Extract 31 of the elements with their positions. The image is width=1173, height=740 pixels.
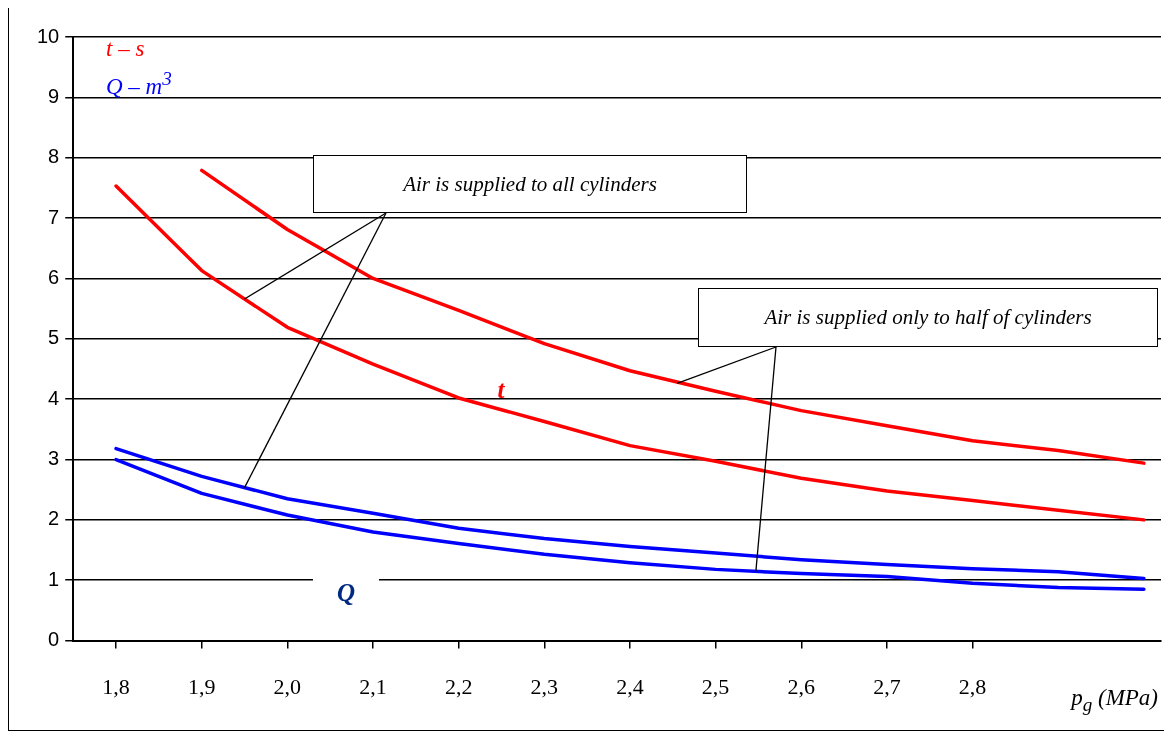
- y-tick-label: 10: [37, 24, 60, 47]
- annotation: Q: [312, 579, 380, 607]
- x-tick-label: 2,7: [873, 673, 901, 699]
- annotation: t – s: [106, 36, 145, 62]
- y-tick-label: 2: [48, 507, 60, 530]
- x-tick-label: 2,2: [444, 673, 473, 699]
- x-tick-label: 2,6: [787, 673, 816, 699]
- y-tick-label: 9: [48, 84, 60, 107]
- annotation: Q – m$^{3}$: [106, 68, 172, 100]
- annotation: Air is supplied only to half of cylinders: [764, 305, 1092, 330]
- x-tick-label: 1,8: [102, 673, 130, 699]
- x-tick-label: 2,4: [616, 673, 644, 699]
- x-tick-label: 2,8: [958, 673, 987, 699]
- x-tick-label: 1,9: [187, 673, 216, 699]
- callout-box: Air is supplied only to half of cylinders: [698, 288, 1158, 347]
- y-tick-label: 7: [48, 205, 60, 228]
- x-tick-label: 2,3: [530, 673, 559, 699]
- callout-box: Air is supplied to all cylinders: [313, 155, 747, 213]
- x-axis-title: p$_{g}$ (MPa): [1071, 684, 1158, 716]
- x-tick-label: 2,1: [359, 673, 387, 699]
- x-tick-label: 2,0: [273, 673, 302, 699]
- x-tick-label: 2,5: [701, 673, 730, 699]
- annotation: Air is supplied to all cylinders: [403, 171, 657, 197]
- y-tick-label: 5: [48, 326, 60, 349]
- y-tick-label: 0: [48, 628, 60, 651]
- annotation: t: [497, 376, 505, 404]
- y-tick-label: 8: [48, 145, 60, 168]
- y-tick-label: 1: [48, 567, 60, 590]
- y-tick-label: 3: [48, 447, 60, 470]
- y-tick-label: 6: [48, 265, 60, 288]
- y-tick-label: 4: [48, 386, 60, 409]
